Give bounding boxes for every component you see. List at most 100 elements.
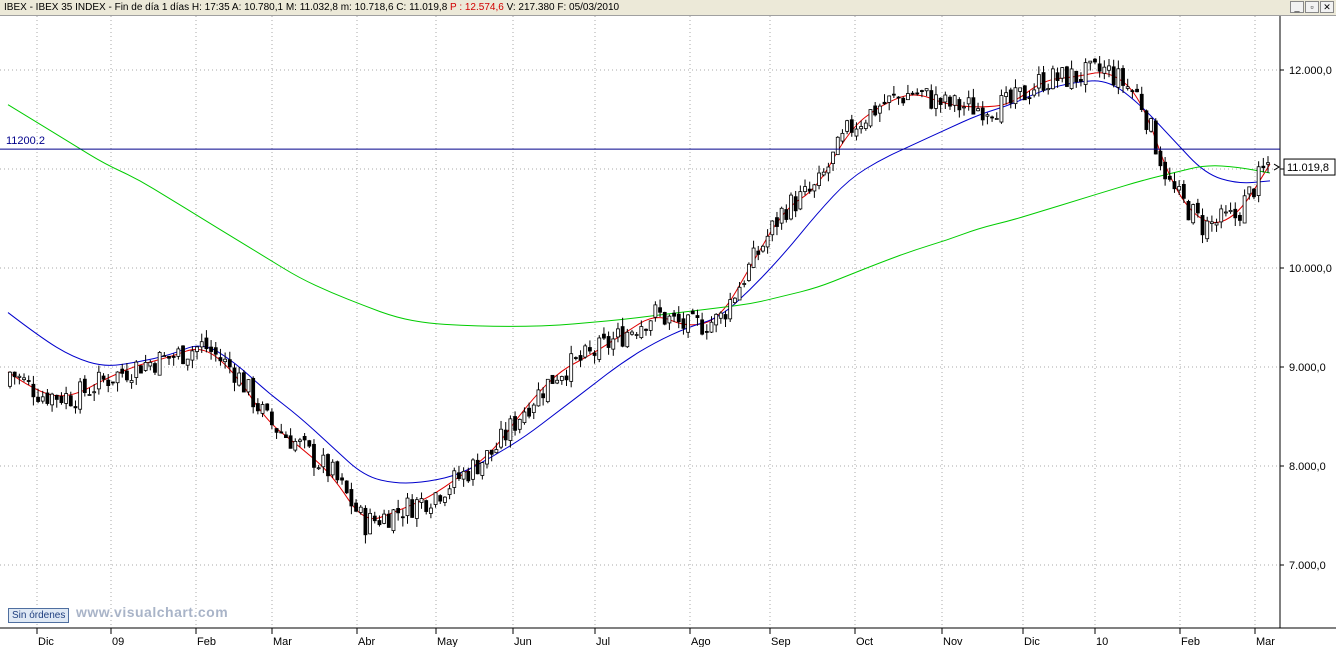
orders-button[interactable]: Sin órdenes [8,608,70,623]
candle-body [195,346,199,352]
candle-body [994,118,999,120]
candle-body [1200,215,1205,236]
candle-body [896,96,901,99]
candle-body [1097,63,1102,72]
candle-body [190,350,195,361]
candle-body [639,326,644,339]
candle-body [690,310,695,315]
candle-body [732,297,737,304]
candle-body [386,513,391,528]
candle-body [751,247,756,268]
candle-body [1036,74,1041,89]
candle-body [1060,67,1065,79]
candle-body [335,461,340,481]
candle-body [859,126,864,130]
quote-field: M: 11.032,8 [285,2,341,13]
x-tick-label: Dic [1024,636,1040,647]
candle-body [817,172,821,186]
candle-body [966,97,971,105]
x-tick-label: Feb [1181,636,1200,647]
candle-body [101,375,106,380]
candle-body [616,328,620,338]
candle-body [676,313,681,323]
candle-body [569,353,574,382]
candle-body [134,361,139,378]
candle-body [1167,175,1172,180]
candle-body [503,429,508,441]
candle-body [405,497,410,517]
candle-body [1233,208,1238,219]
candle-body [835,136,840,156]
candle-body [31,383,36,398]
candle-body [227,359,232,368]
candle-body [68,395,73,407]
minimize-icon[interactable]: _ [1290,1,1304,13]
candle-body [54,394,59,400]
candle-body [1261,165,1266,169]
candle-body [550,374,555,384]
candle-body [391,509,396,532]
candle-body [723,314,728,320]
candle-body [1247,186,1252,195]
candle-body [443,496,447,503]
candle-body [143,362,148,371]
candle-body [934,94,938,109]
candle-body [1135,88,1139,93]
candle-body [59,395,64,404]
candle-body [508,418,513,441]
candle-body [344,480,349,494]
candle-body [447,488,452,496]
candle-body [232,367,237,383]
candle-body [255,403,260,412]
candle-body [125,370,129,381]
candle-body [798,191,803,210]
candle-body [513,416,517,431]
candle-body [1050,68,1055,90]
quote-field: H: 17:35 [191,2,232,13]
candle-body [1153,120,1158,155]
candle-body [877,105,882,114]
candle-body [644,328,648,331]
candle-body [410,499,415,518]
x-tick-label: Ago [691,636,711,647]
candle-body [606,336,611,348]
candle-body [471,459,475,480]
quote-field: C: 11.019,8 [396,2,451,13]
candle-body [349,489,354,507]
candle-body [920,90,924,92]
candle-body [938,97,943,105]
maximize-icon[interactable]: ▫ [1305,1,1319,13]
y-tick-label: 8.000,0 [1289,461,1326,473]
candle-body [718,312,723,319]
ma-long-line [7,104,1271,327]
reference-line-label: 11200.2 [6,135,45,147]
candle-body [204,337,209,350]
candle-body [840,132,845,142]
candle-body [536,389,541,407]
candle-body [424,500,429,512]
candle-body [821,171,826,176]
candle-body [400,516,405,519]
candle-body [237,372,242,386]
candle-body [354,502,358,512]
candle-body [40,396,45,402]
x-tick-label: 10 [1096,636,1108,647]
candle-body [578,355,583,361]
candle-body [658,307,662,313]
price-chart[interactable]: 7.000,08.000,09.000,010.000,011.000,012.… [0,16,1336,647]
x-tick-label: May [437,636,458,647]
candle-body [826,166,831,174]
candle-body [765,235,770,248]
candle-body [181,345,185,365]
quote-info: IBEX - IBEX 35 INDEX - Fin de día 1 días… [4,2,619,13]
candle-body [377,520,382,526]
close-icon[interactable]: ✕ [1320,1,1334,13]
candle-body [1065,66,1069,87]
candle-body [115,371,120,384]
y-tick-label: 7.000,0 [1289,560,1326,572]
candle-body [971,97,976,115]
candle-body [213,347,218,355]
candle-body [522,411,527,424]
x-tick-label: Mar [273,636,292,647]
candle-body [863,122,868,129]
